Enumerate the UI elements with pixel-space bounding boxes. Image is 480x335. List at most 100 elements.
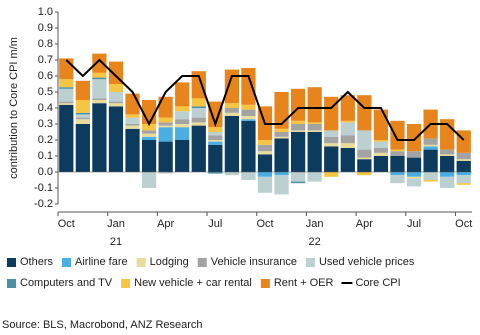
bar-segment [125, 93, 140, 115]
bar-segment [357, 159, 372, 172]
bar-segment [59, 87, 74, 89]
y-tick-label: 0.7 [38, 54, 53, 66]
bar-segment [208, 141, 223, 145]
bar-segment [373, 152, 389, 156]
bar-segment [440, 154, 455, 156]
bar-segment [191, 106, 206, 108]
bar-segment [59, 79, 74, 88]
bar-segment [241, 109, 256, 116]
legend-label: Used vehicle prices [319, 256, 415, 268]
year-label: 21 [110, 236, 122, 248]
bar-segment [175, 119, 190, 124]
bar-segment [158, 117, 173, 123]
bar-segment [141, 140, 157, 172]
y-tick-label: -0.2 [34, 198, 53, 210]
bar-segment [373, 148, 389, 153]
legend-label: New vehicle + car rental [134, 277, 252, 289]
bar-segment [92, 77, 107, 80]
legend-swatch [62, 258, 72, 267]
bar-segment [59, 104, 74, 172]
bar-segment [59, 88, 74, 102]
bar-segment [241, 104, 256, 110]
legend-swatch [7, 279, 16, 288]
bar-segment [241, 68, 256, 105]
bar-segment [75, 80, 90, 100]
bar-segment [241, 119, 256, 121]
bar-segment [390, 175, 405, 184]
bar-segment [406, 172, 422, 177]
x-tick-label: Oct [256, 218, 273, 230]
bar-segment [290, 124, 306, 131]
x-tick-label: Jul [407, 218, 421, 230]
y-tick-label: 0.0 [38, 166, 53, 178]
bar-segment [92, 53, 107, 73]
bar-segment [208, 101, 223, 128]
bar-segment [357, 149, 372, 158]
bar-segment [340, 122, 355, 136]
legend-label: Lodging [150, 256, 189, 268]
bar-segment [208, 144, 223, 172]
bar-segment [158, 122, 173, 126]
bar-segment [224, 103, 240, 108]
bar-segment [175, 127, 190, 140]
legend-label: Rent + OER [274, 277, 334, 289]
bar-segment [274, 172, 289, 176]
bar-segment [456, 130, 471, 153]
bar-segment [75, 112, 90, 115]
legend-swatch [260, 279, 270, 288]
bar-segment [241, 172, 256, 180]
legend-label: Others [20, 256, 54, 268]
legend-swatch [121, 279, 131, 288]
bar-segment [175, 82, 190, 107]
bar-segment [108, 84, 124, 92]
bar-segment [324, 136, 339, 144]
y-tick-label: 0.6 [38, 70, 53, 82]
bar-segment [158, 96, 173, 118]
bar-segment [290, 181, 306, 184]
bar-segment [224, 69, 240, 104]
bar-segment [59, 101, 74, 104]
bar-segment [75, 117, 90, 120]
y-tick-label: 1.0 [38, 6, 53, 18]
y-tick-label: 0.4 [38, 102, 53, 114]
legend-label: Airline fare [75, 256, 128, 268]
bar-segment [224, 112, 240, 116]
bar-segment [307, 130, 322, 132]
bar-segment [274, 138, 289, 172]
bar-segment [125, 125, 140, 129]
bar-segment [59, 58, 74, 80]
bar-segment [423, 144, 438, 147]
bar-segment [158, 127, 173, 142]
y-tick-label: 0.2 [38, 134, 53, 146]
bar-segment [340, 143, 355, 148]
bar-segment [274, 175, 289, 195]
bar-segment [92, 98, 107, 100]
bar-segment [141, 100, 157, 124]
bar-segment [324, 143, 339, 147]
bar-segment [141, 130, 157, 134]
bar-segment [175, 106, 190, 112]
bar-segment [92, 79, 107, 99]
bar-segment [224, 116, 240, 172]
bar-segment [125, 124, 140, 126]
y-axis-label: contribution to Core CPI m/m [8, 37, 20, 179]
bar-segment [340, 148, 355, 172]
bar-segment [390, 156, 405, 172]
year-label: 22 [309, 236, 321, 248]
bar-segment [241, 116, 256, 120]
x-tick-label: Jan [107, 218, 125, 230]
bar-segment [357, 95, 372, 131]
bar-segment [373, 109, 389, 140]
bar-segment [440, 176, 455, 188]
bar-segment [257, 176, 273, 193]
bar-segment [257, 140, 273, 145]
bar-segment [141, 133, 157, 137]
bar-segment [141, 172, 157, 188]
bar-segment [456, 175, 471, 184]
y-tick-label: 0.5 [38, 86, 53, 98]
bar-segment [456, 183, 471, 185]
y-tick-label: 0.3 [38, 118, 53, 130]
bar-segment [340, 135, 355, 144]
bar-segment [208, 140, 223, 142]
bar-segment [125, 128, 140, 172]
